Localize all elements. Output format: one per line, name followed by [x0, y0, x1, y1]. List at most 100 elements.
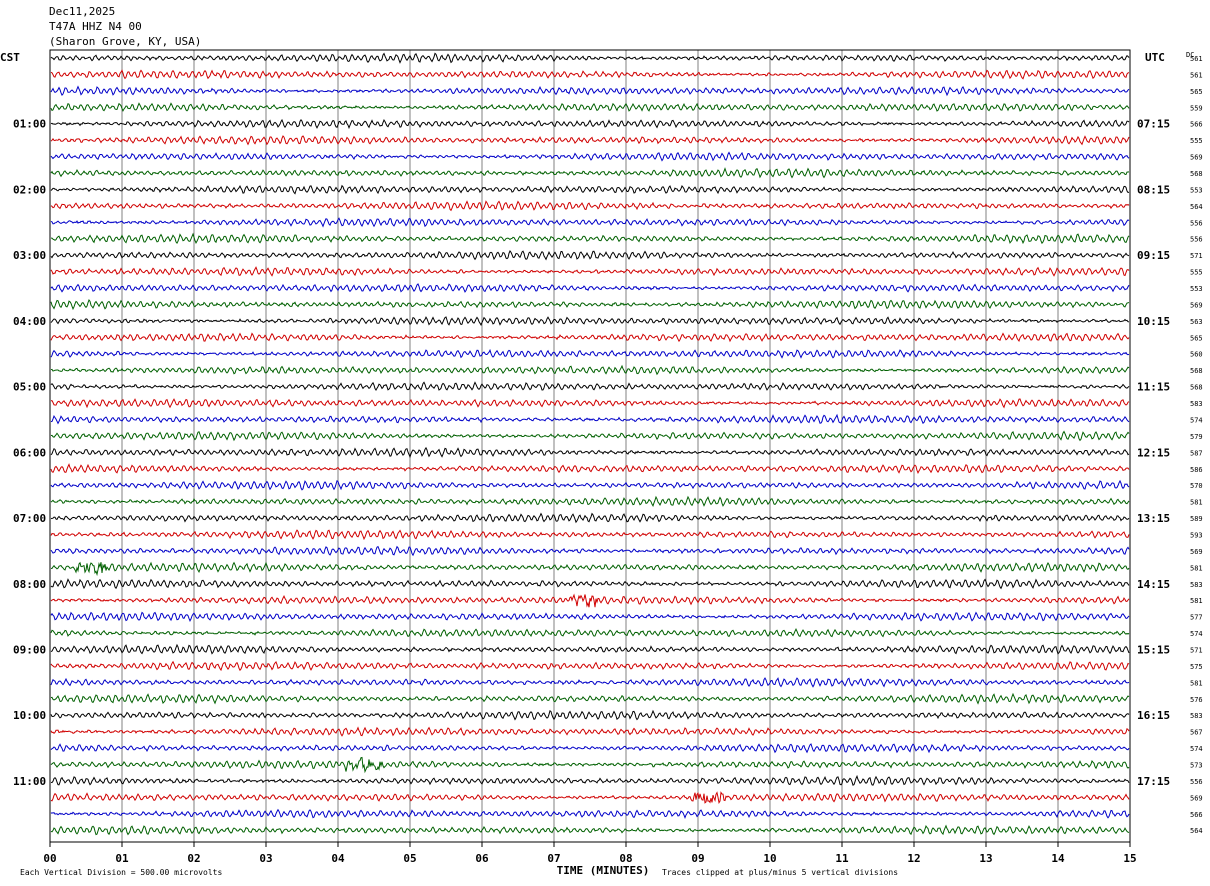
trace-43	[50, 756, 1130, 774]
dc-offset-3: 559	[1190, 104, 1203, 112]
x-tick-label-3: 03	[259, 852, 272, 865]
x-tick-label-0: 00	[43, 852, 56, 865]
x-tick-label-5: 05	[403, 852, 416, 865]
right-hour-label-0: 07:15	[1137, 118, 1170, 131]
x-tick-label-11: 11	[835, 852, 849, 865]
dc-offset-32: 583	[1190, 581, 1203, 589]
trace-22	[50, 413, 1130, 425]
dc-offset-14: 553	[1190, 285, 1203, 293]
x-tick-label-12: 12	[907, 852, 920, 865]
left-hour-label-2: 03:00	[13, 249, 46, 262]
trace-30	[50, 545, 1130, 557]
dc-label: DC	[1186, 51, 1194, 59]
left-hour-label-6: 07:00	[13, 512, 46, 525]
right-timezone-label: UTC	[1145, 51, 1165, 64]
dc-offset-19: 568	[1190, 367, 1203, 375]
trace-12	[50, 250, 1130, 261]
trace-15	[50, 298, 1130, 311]
dc-offset-39: 576	[1190, 696, 1203, 704]
dc-offset-10: 556	[1190, 219, 1203, 227]
dc-offset-21: 583	[1190, 400, 1203, 408]
x-tick-label-1: 01	[115, 852, 129, 865]
left-hour-label-3: 04:00	[13, 315, 46, 328]
trace-47	[50, 824, 1130, 836]
station-location: (Sharon Grove, KY, USA)	[49, 35, 202, 48]
dc-offset-31: 581	[1190, 564, 1203, 572]
left-hour-label-5: 06:00	[13, 446, 46, 459]
dc-offset-18: 560	[1190, 351, 1203, 359]
dc-offset-27: 581	[1190, 499, 1203, 507]
left-hour-label-10: 11:00	[13, 775, 46, 788]
trace-29	[50, 529, 1130, 541]
trace-5	[50, 135, 1130, 146]
dc-offset-24: 587	[1190, 449, 1203, 457]
trace-31	[50, 561, 1130, 577]
trace-23	[50, 430, 1130, 442]
trace-40	[50, 709, 1130, 721]
dc-offset-12: 571	[1190, 252, 1203, 260]
dc-offset-20: 568	[1190, 384, 1203, 392]
dc-offset-16: 563	[1190, 318, 1203, 326]
x-tick-label-8: 08	[619, 852, 632, 865]
clip-note: Traces clipped at plus/minus 5 vertical …	[662, 868, 898, 877]
trace-16	[50, 316, 1130, 327]
dc-offset-9: 564	[1190, 203, 1203, 211]
trace-33	[50, 593, 1130, 608]
dc-offset-15: 569	[1190, 301, 1203, 309]
right-hour-label-1: 08:15	[1137, 183, 1170, 196]
x-tick-label-9: 09	[691, 852, 704, 865]
right-hour-label-4: 11:15	[1137, 381, 1170, 394]
dc-offset-45: 569	[1190, 794, 1203, 802]
trace-42	[50, 743, 1130, 754]
trace-39	[50, 692, 1130, 705]
trace-27	[50, 495, 1130, 507]
trace-45	[50, 791, 1130, 805]
trace-20	[50, 381, 1130, 391]
dc-offset-2: 565	[1190, 88, 1203, 96]
dc-offset-25: 586	[1190, 466, 1203, 474]
plot-frame	[49, 49, 1131, 843]
trace-28	[50, 512, 1130, 524]
dc-offset-36: 571	[1190, 646, 1203, 654]
dc-offset-7: 568	[1190, 170, 1203, 178]
trace-24	[50, 446, 1130, 459]
dc-offset-37: 575	[1190, 663, 1203, 671]
trace-37	[50, 660, 1130, 672]
right-hour-label-5: 12:15	[1137, 446, 1170, 459]
station-code: T47A HHZ N4 00	[49, 20, 142, 33]
trace-44	[50, 774, 1130, 786]
trace-0	[50, 52, 1130, 64]
dc-offset-28: 589	[1190, 515, 1203, 523]
x-tick-label-13: 13	[979, 852, 992, 865]
right-hour-label-6: 13:15	[1137, 512, 1170, 525]
dc-offset-23: 579	[1190, 433, 1203, 441]
trace-19	[50, 364, 1130, 376]
dc-offset-30: 569	[1190, 548, 1203, 556]
right-hour-label-3: 10:15	[1137, 315, 1170, 328]
trace-25	[50, 463, 1130, 474]
trace-3	[50, 102, 1130, 112]
x-tick-label-6: 06	[475, 852, 489, 865]
trace-21	[50, 398, 1130, 409]
trace-38	[50, 677, 1130, 688]
dc-offset-5: 555	[1190, 137, 1203, 145]
trace-26	[50, 479, 1130, 491]
dc-offset-6: 569	[1190, 154, 1203, 162]
dc-offset-11: 556	[1190, 236, 1203, 244]
x-tick-label-14: 14	[1051, 852, 1065, 865]
right-hour-label-10: 17:15	[1137, 775, 1170, 788]
dc-offset-29: 593	[1190, 531, 1203, 539]
trace-18	[50, 348, 1130, 359]
dc-offset-0: 561	[1190, 55, 1203, 63]
dc-offset-17: 565	[1190, 334, 1203, 342]
dc-offset-4: 566	[1190, 121, 1203, 129]
dc-offset-40: 583	[1190, 712, 1203, 720]
left-hour-label-1: 02:00	[13, 183, 46, 196]
dc-offset-8: 553	[1190, 186, 1203, 194]
right-hour-label-2: 09:15	[1137, 249, 1170, 262]
trace-34	[50, 611, 1130, 622]
trace-7	[50, 167, 1130, 179]
dc-offset-34: 577	[1190, 614, 1203, 622]
dc-offset-22: 574	[1190, 416, 1203, 424]
